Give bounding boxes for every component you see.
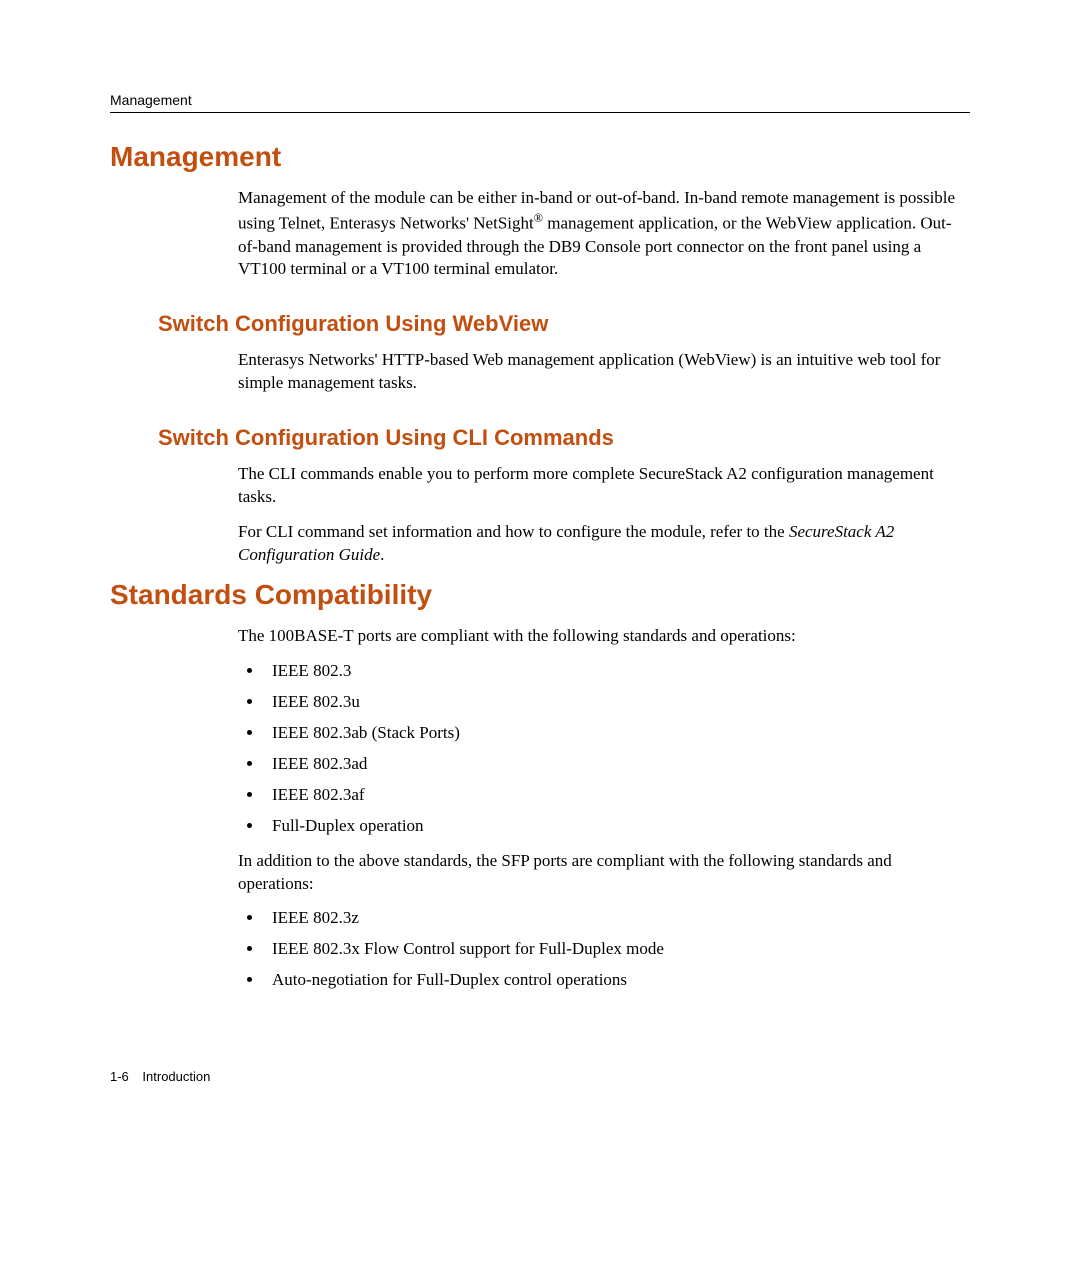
webview-para: Enterasys Networks' HTTP-based Web manag…	[238, 349, 966, 395]
list-item: IEEE 802.3z	[264, 907, 970, 930]
list-item: IEEE 802.3	[264, 660, 970, 683]
standards-body: The 100BASE-T ports are compliant with t…	[238, 625, 966, 648]
cli-para-2: For CLI command set information and how …	[238, 521, 966, 567]
heading-webview: Switch Configuration Using WebView	[158, 311, 970, 337]
list-item: IEEE 802.3u	[264, 691, 970, 714]
cli-para-1: The CLI commands enable you to perform m…	[238, 463, 966, 509]
page-number: 1-6	[110, 1069, 129, 1084]
management-body: Management of the module can be either i…	[238, 187, 966, 281]
heading-standards: Standards Compatibility	[110, 579, 970, 611]
standards-intro: The 100BASE-T ports are compliant with t…	[238, 625, 966, 648]
text: .	[380, 545, 384, 564]
list-item: IEEE 802.3x Flow Control support for Ful…	[264, 938, 970, 961]
text: For CLI command set information and how …	[238, 522, 789, 541]
list-item: IEEE 802.3ab (Stack Ports)	[264, 722, 970, 745]
webview-body: Enterasys Networks' HTTP-based Web manag…	[238, 349, 966, 395]
standards-para-2: In addition to the above standards, the …	[238, 850, 966, 896]
list-item: IEEE 802.3af	[264, 784, 970, 807]
chapter-label: Introduction	[142, 1069, 210, 1084]
standards-list-2: IEEE 802.3z IEEE 802.3x Flow Control sup…	[264, 907, 970, 992]
page: Management Management Management of the …	[0, 0, 1080, 1270]
heading-management: Management	[110, 141, 970, 173]
list-item: Full-Duplex operation	[264, 815, 970, 838]
standards-body-2: In addition to the above standards, the …	[238, 850, 966, 896]
registered-mark: ®	[534, 211, 543, 225]
standards-list-1: IEEE 802.3 IEEE 802.3u IEEE 802.3ab (Sta…	[264, 660, 970, 838]
cli-body: The CLI commands enable you to perform m…	[238, 463, 966, 567]
heading-cli: Switch Configuration Using CLI Commands	[158, 425, 970, 451]
list-item: Auto-negotiation for Full-Duplex control…	[264, 969, 970, 992]
page-footer: 1-6 Introduction	[110, 1069, 210, 1084]
list-item: IEEE 802.3ad	[264, 753, 970, 776]
management-para: Management of the module can be either i…	[238, 187, 966, 281]
running-head: Management	[110, 92, 970, 113]
